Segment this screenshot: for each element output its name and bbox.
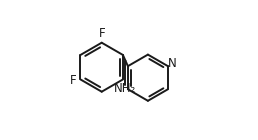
Text: N: N	[168, 57, 176, 70]
Text: F: F	[70, 74, 77, 87]
Text: NH₂: NH₂	[114, 82, 136, 95]
Text: F: F	[98, 27, 105, 40]
